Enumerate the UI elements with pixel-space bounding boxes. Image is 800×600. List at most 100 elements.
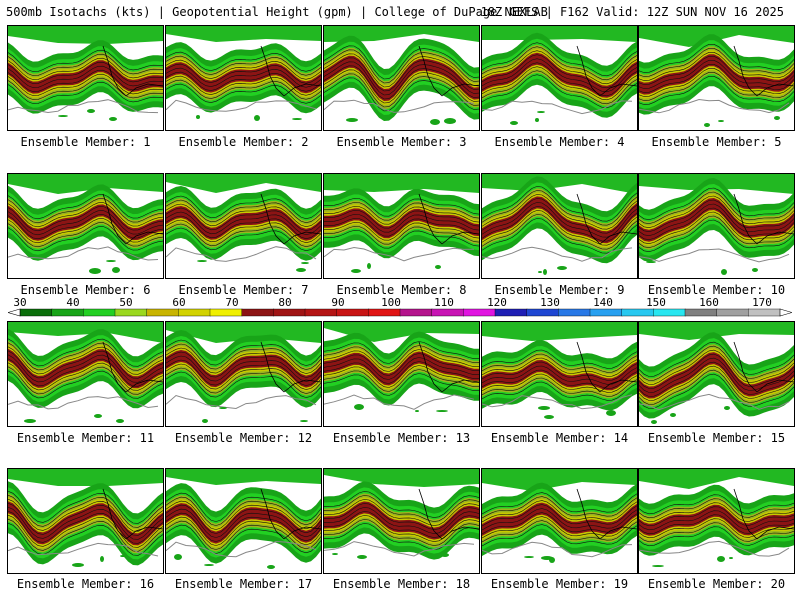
height-contour — [166, 215, 321, 240]
ensemble-member-label: Ensemble Member: 11 — [16, 431, 155, 445]
height-contour — [8, 362, 163, 391]
height-contour — [639, 72, 794, 101]
height-contour — [8, 210, 163, 236]
height-contour — [639, 373, 794, 409]
height-contour — [166, 355, 321, 382]
colorbar-cell — [178, 308, 211, 317]
height-contour — [324, 541, 475, 557]
ensemble-panel — [481, 321, 638, 427]
ensemble-member-label: Ensemble Member: 16 — [16, 577, 155, 591]
height-contour — [166, 492, 321, 522]
isotach-patch — [537, 111, 545, 113]
height-contour — [166, 367, 321, 394]
coastline — [102, 193, 163, 245]
height-contour — [166, 223, 321, 248]
isotach-patch — [704, 123, 710, 127]
isotach-patch — [24, 419, 36, 423]
height-contour — [639, 345, 794, 381]
colorbar-arrow-left — [8, 308, 21, 317]
height-contour — [8, 490, 163, 524]
height-contour — [639, 357, 794, 393]
isotach-band — [166, 503, 321, 544]
height-contour — [166, 512, 321, 542]
height-contour — [166, 59, 321, 80]
height-contour — [166, 67, 321, 88]
isotach-patch — [197, 260, 207, 262]
colorbar-tick-label: 80 — [278, 296, 292, 309]
height-contour — [482, 210, 637, 246]
isotach-band — [639, 504, 794, 536]
height-contour — [482, 194, 637, 230]
coastline — [102, 341, 163, 393]
coastline — [418, 193, 479, 245]
height-contour — [324, 507, 479, 534]
height-contour — [166, 75, 321, 96]
colorbar-tick-label: 90 — [331, 296, 345, 309]
ensemble-panel — [165, 173, 322, 279]
height-contour — [324, 202, 479, 221]
height-contour — [8, 354, 163, 383]
height-contour — [8, 350, 163, 379]
height-contour — [166, 63, 321, 84]
height-contour — [8, 358, 163, 387]
height-contour — [166, 540, 317, 558]
height-contour — [639, 215, 794, 249]
isotach-band — [324, 501, 479, 540]
height-contour — [639, 510, 794, 531]
coastline — [260, 45, 321, 97]
height-contour — [166, 500, 321, 530]
isotach-map — [166, 322, 321, 423]
isotach-colorbar — [8, 308, 792, 317]
height-contour — [324, 365, 479, 388]
height-contour — [8, 73, 163, 96]
height-contour — [482, 54, 637, 89]
ensemble-panel — [7, 468, 164, 574]
isotach-patch — [300, 420, 308, 422]
height-contour — [8, 346, 163, 375]
height-contour — [639, 506, 794, 527]
height-contour — [482, 492, 637, 515]
ensemble-panel — [638, 321, 795, 427]
isotach-map — [166, 174, 321, 272]
height-contour — [639, 502, 794, 523]
height-contour — [482, 70, 637, 105]
height-contour — [166, 207, 321, 232]
isotach-patch — [774, 116, 780, 120]
height-contour — [324, 214, 479, 233]
isotach-patch — [301, 262, 309, 264]
isotach-patch — [120, 555, 126, 557]
coastline — [733, 488, 794, 540]
colorbar-tick-label: 100 — [381, 296, 401, 309]
height-contour — [8, 522, 163, 556]
height-contour — [324, 198, 479, 217]
height-contour — [166, 359, 321, 386]
height-contour — [482, 516, 637, 539]
height-contour — [639, 60, 794, 89]
colorbar-tick-label: 70 — [225, 296, 239, 309]
ensemble-member-label: Ensemble Member: 6 — [20, 283, 151, 297]
colorbar-cell — [273, 308, 306, 317]
height-contour — [482, 524, 637, 547]
height-contour — [166, 351, 321, 378]
height-contour — [639, 349, 794, 385]
height-contour — [324, 373, 479, 396]
isotach-patch — [652, 565, 664, 567]
height-contour — [8, 99, 159, 114]
colorbar-cell — [494, 308, 528, 317]
colorbar-tick-label: 170 — [752, 296, 772, 309]
height-contour — [639, 369, 794, 405]
isotach-patch — [351, 269, 361, 273]
colorbar-cell — [83, 308, 116, 317]
colorbar-cell — [748, 308, 781, 317]
height-contour — [482, 357, 637, 377]
isotach-band — [8, 348, 163, 389]
height-contour — [324, 210, 479, 229]
colorbar-cell — [304, 308, 338, 317]
colorbar-cell — [589, 308, 623, 317]
height-contour — [8, 370, 163, 399]
height-contour — [8, 222, 163, 248]
height-contour — [639, 248, 790, 263]
height-contour — [482, 394, 633, 410]
ensemble-member-label: Ensemble Member: 18 — [332, 577, 471, 591]
isotach-map — [324, 26, 479, 125]
